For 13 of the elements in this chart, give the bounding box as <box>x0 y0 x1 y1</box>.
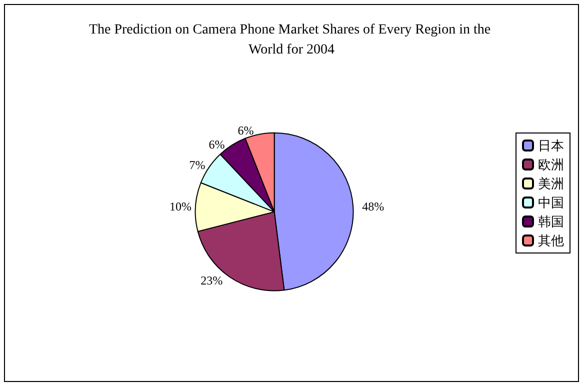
legend-label: 中国 <box>538 195 564 210</box>
data-label: 6% <box>208 137 225 152</box>
legend-label: 其他 <box>538 233 564 248</box>
legend-label: 韩国 <box>538 214 564 229</box>
data-label: 10% <box>170 200 192 214</box>
legend-label: 美洲 <box>538 176 564 191</box>
data-label: 7% <box>189 158 206 172</box>
data-label: 6% <box>238 123 254 138</box>
legend-label: 欧洲 <box>538 157 564 172</box>
data-label: 48% <box>362 200 384 214</box>
legend-label: 日本 <box>538 138 564 153</box>
chart-title: The Prediction on Camera Phone Market Shares of Every Region in the World for 2004 <box>88 22 494 58</box>
data-label: 23% <box>200 273 223 288</box>
